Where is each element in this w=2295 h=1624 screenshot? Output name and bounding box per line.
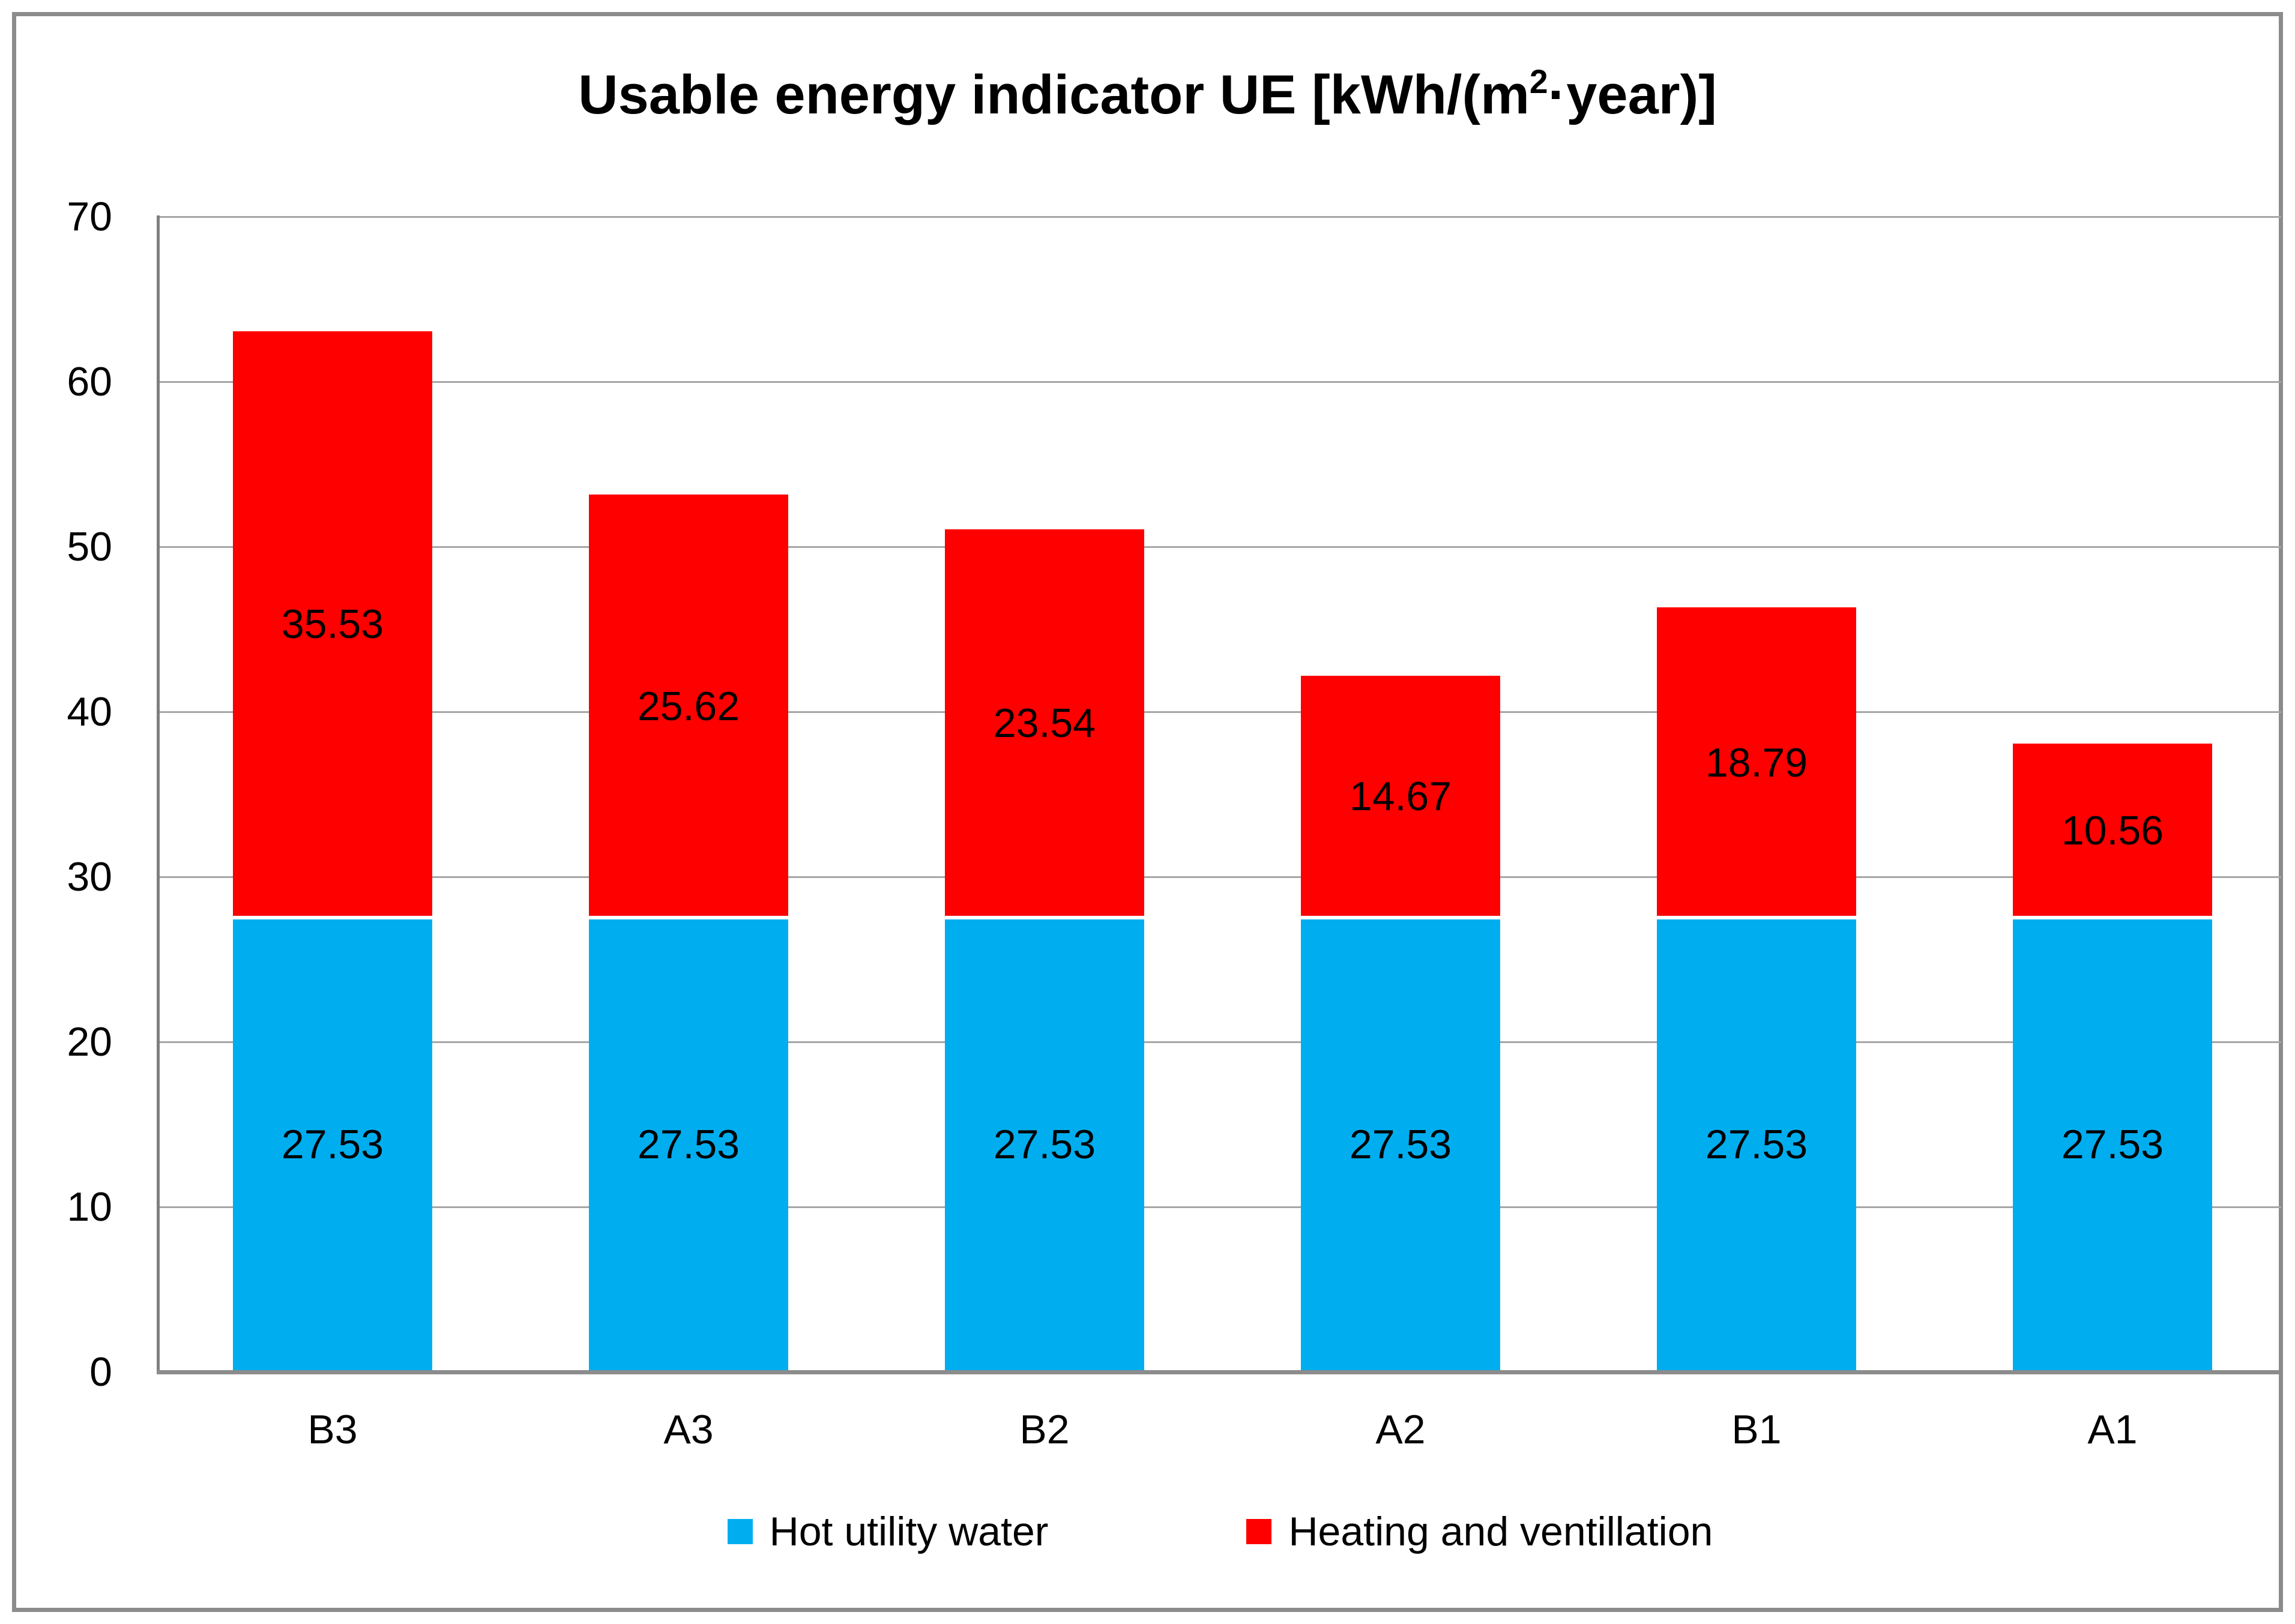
- gridline-60: [157, 381, 2281, 383]
- legend-item-heating-and-ventillation: Heating and ventillation: [1246, 1508, 1713, 1556]
- category-label-b2: B2: [1019, 1407, 1070, 1452]
- value-label-b3-hot-utility-water: 27.53: [281, 1122, 384, 1168]
- category-label-b3: B3: [307, 1407, 358, 1452]
- value-label-b2-heating-and-ventillation: 23.54: [993, 700, 1096, 747]
- chart-title-superscript: 2: [1529, 63, 1548, 100]
- bar-segment-a3-hot-utility-water: [589, 919, 788, 1370]
- value-label-a1-heating-and-ventillation: 10.56: [2061, 807, 2164, 853]
- y-tick-label-20: 20: [67, 1019, 112, 1065]
- bar-segment-b3-hot-utility-water: [233, 919, 432, 1370]
- y-tick-label-70: 70: [67, 194, 112, 239]
- chart-title: Usable energy indicator UE [kWh/(m2·year…: [0, 62, 2295, 127]
- bar-segment-a2-heating-and-ventillation: [1301, 675, 1500, 916]
- category-label-a1: A1: [2087, 1407, 2138, 1452]
- y-tick-label-0: 0: [89, 1349, 112, 1395]
- gridline-30: [157, 876, 2281, 878]
- legend-swatch-hot-utility-water: [727, 1519, 753, 1544]
- bar-segment-b1-heating-and-ventillation: [1657, 607, 1856, 916]
- category-label-a2: A2: [1375, 1407, 1426, 1452]
- y-tick-label-50: 50: [67, 524, 112, 570]
- bar-segment-a3-heating-and-ventillation: [589, 495, 788, 916]
- gridline-50: [157, 546, 2281, 548]
- y-tick-label-10: 10: [67, 1184, 112, 1230]
- bar-segment-b2-hot-utility-water: [945, 919, 1144, 1370]
- gridline-40: [157, 711, 2281, 713]
- chart-title-text: Usable energy indicator UE [kWh/(m: [578, 64, 1530, 126]
- figure-border: [12, 12, 2283, 1612]
- value-label-b1-heating-and-ventillation: 18.79: [1705, 739, 1808, 786]
- legend-item-hot-utility-water: Hot utility water: [727, 1508, 1049, 1556]
- gridline-70: [157, 216, 2281, 218]
- value-label-b2-hot-utility-water: 27.53: [993, 1122, 1096, 1168]
- value-label-a3-hot-utility-water: 27.53: [637, 1122, 740, 1168]
- value-label-b1-hot-utility-water: 27.53: [1705, 1122, 1808, 1168]
- legend-swatch-heating-and-ventillation: [1246, 1519, 1272, 1544]
- category-label-a3: A3: [663, 1407, 714, 1452]
- legend: Hot utility water Heating and ventillatio…: [158, 1508, 2282, 1556]
- value-label-a2-heating-and-ventillation: 14.67: [1349, 774, 1452, 820]
- legend-label-heating-and-ventillation: Heating and ventillation: [1288, 1509, 1713, 1554]
- bar-segment-a2-hot-utility-water: [1301, 919, 1500, 1370]
- bar-segment-a1-hot-utility-water: [2013, 919, 2212, 1370]
- legend-label-hot-utility-water: Hot utility water: [769, 1509, 1049, 1554]
- value-label-a2-hot-utility-water: 27.53: [1349, 1122, 1452, 1168]
- y-tick-label-30: 30: [67, 854, 112, 900]
- chart-title-text-suffix: ·year)]: [1548, 64, 1717, 126]
- y-tick-label-40: 40: [67, 689, 112, 735]
- bar-segment-a1-heating-and-ventillation: [2013, 743, 2212, 916]
- y-axis-line: [157, 215, 160, 1374]
- bar-segment-b1-hot-utility-water: [1657, 919, 1856, 1370]
- gridline-10: [157, 1206, 2281, 1208]
- y-tick-label-60: 60: [67, 359, 112, 404]
- value-label-a3-heating-and-ventillation: 25.62: [637, 683, 740, 729]
- value-label-a1-hot-utility-water: 27.53: [2061, 1122, 2164, 1168]
- gridline-20: [157, 1041, 2281, 1043]
- value-label-b3-heating-and-ventillation: 35.53: [281, 601, 384, 648]
- bar-segment-b3-heating-and-ventillation: [233, 331, 432, 916]
- category-label-b1: B1: [1731, 1407, 1782, 1452]
- x-axis-baseline: [157, 1370, 2281, 1374]
- bar-segment-b2-heating-and-ventillation: [945, 529, 1144, 916]
